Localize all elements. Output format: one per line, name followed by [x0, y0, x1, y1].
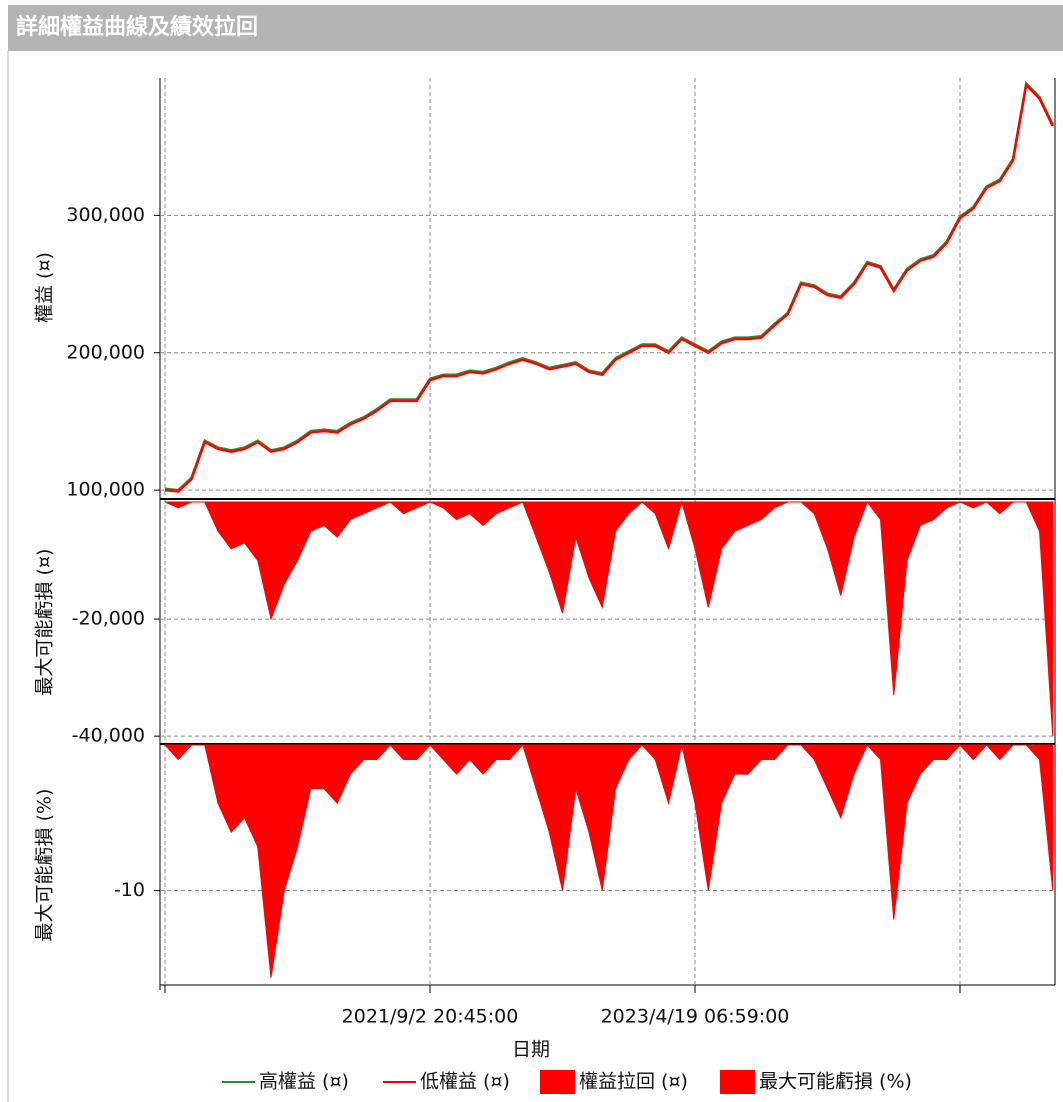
title-bar [8, 5, 1063, 51]
y-tick-label: 200,000 [66, 341, 145, 363]
x-axis-label: 日期 [512, 1039, 550, 1061]
y-tick-label: 300,000 [66, 204, 145, 226]
legend-label: 高權益 (¤) [259, 1071, 349, 1093]
y-axis-label: 最大可能虧損 (%) [34, 789, 56, 942]
y-tick-label: 100,000 [66, 479, 145, 501]
legend-swatch [540, 1070, 575, 1094]
y-tick-label: -40,000 [72, 725, 145, 747]
x-tick-label: 2021/9/2 20:45:00 [342, 1006, 519, 1028]
equity-line [164, 82, 1054, 493]
y-axis-label: 權益 (¤) [34, 252, 56, 323]
y-axis-label: 最大可能虧損 (¤) [34, 549, 56, 696]
drawdown-area [164, 500, 1054, 737]
legend-label: 低權益 (¤) [420, 1071, 510, 1093]
equity-line [164, 80, 1054, 492]
y-tick-label: -10 [114, 879, 145, 901]
x-tick-label: 2023/4/19 06:59:00 [601, 1006, 790, 1028]
chart-title: 詳細權益曲線及績效拉回 [16, 14, 258, 40]
y-tick-label: -20,000 [72, 608, 145, 630]
drawdown-area [163, 744, 1054, 978]
legend-label: 權益拉回 (¤) [579, 1071, 688, 1093]
legend-label: 最大可能虧損 (%) [759, 1071, 912, 1093]
legend-swatch [720, 1070, 755, 1094]
